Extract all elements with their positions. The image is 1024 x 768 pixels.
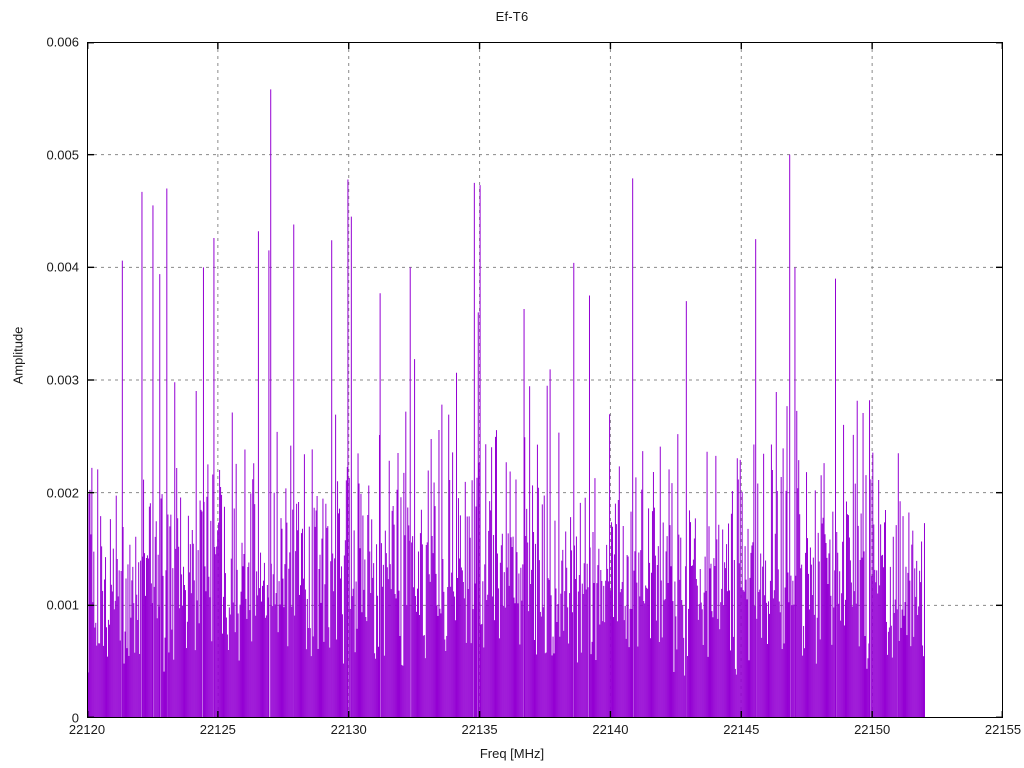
grid-lines (87, 42, 1003, 718)
x-axis-tick-labels: 22120 22125 22130 22135 22140 22145 22150 22155 (69, 722, 1021, 746)
y-tick-label: 0.006 (46, 34, 79, 50)
y-axis-title: Amplitude (10, 326, 26, 385)
plot-area (87, 42, 1003, 718)
y-tick-label: 0.002 (46, 485, 79, 501)
x-tick-label: 22150 (854, 722, 891, 737)
x-axis-title: Freq [MHz] (479, 746, 545, 761)
axis-tick-marks (87, 42, 1003, 718)
x-tick-label: 22135 (461, 722, 498, 737)
x-tick-label: 22125 (199, 722, 236, 737)
x-tick-label: 22155 (984, 722, 1022, 737)
chart-title: Ef-T6 (495, 9, 529, 24)
y-tick-label: 0.001 (46, 597, 79, 613)
y-axis-title-wrapper: Amplitude (0, 0, 26, 768)
y-tick-label: 0.004 (46, 259, 79, 275)
x-tick-label: 22145 (723, 722, 760, 737)
x-tick-label: 22130 (330, 722, 367, 737)
y-axis-tick-labels: 0 0.001 0.002 0.003 0.004 0.005 0.006 (0, 35, 79, 726)
x-tick-label: 22120 (68, 722, 106, 737)
data-series-impulses (87, 89, 925, 718)
x-tick-label: 22140 (592, 722, 629, 737)
y-tick-label: 0.003 (46, 372, 79, 388)
y-tick-label: 0.005 (46, 147, 79, 163)
y-tick-label: 0 (71, 710, 79, 726)
